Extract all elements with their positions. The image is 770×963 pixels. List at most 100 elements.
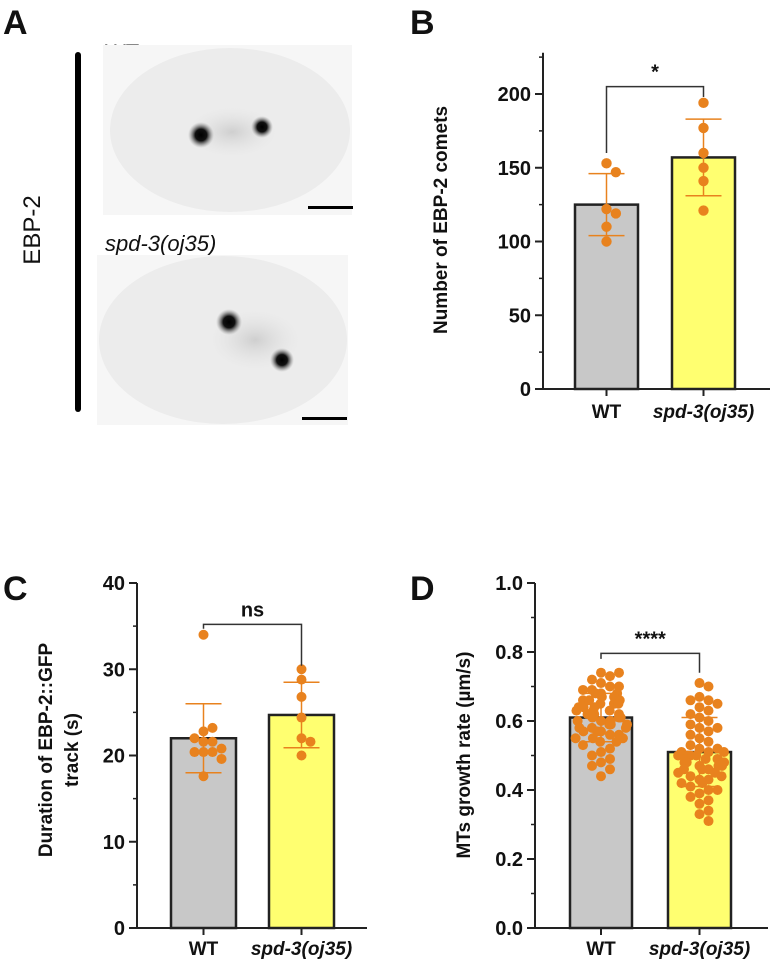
data-point xyxy=(306,737,316,747)
panel-letter-d: D xyxy=(410,570,435,608)
data-point xyxy=(717,771,727,781)
panel-letter-a: A xyxy=(3,4,28,42)
y-tick-label: 50 xyxy=(509,305,531,327)
data-point xyxy=(217,754,227,764)
centrosome-spot xyxy=(188,122,214,148)
significance-label: * xyxy=(651,62,659,84)
data-point xyxy=(297,751,307,761)
y-tick-label: 0 xyxy=(114,918,125,940)
y-tick-label: 10 xyxy=(103,832,125,854)
data-point xyxy=(596,668,606,678)
data-point xyxy=(199,630,209,640)
data-point xyxy=(695,692,705,702)
data-point xyxy=(695,702,705,712)
data-point xyxy=(673,768,683,778)
data-point xyxy=(587,751,597,761)
data-point xyxy=(614,668,624,678)
data-point xyxy=(704,737,714,747)
y-tick-label: 0.6 xyxy=(495,711,523,733)
scale-bar xyxy=(308,206,353,209)
centrosome-spot xyxy=(251,116,273,138)
data-point xyxy=(695,809,705,819)
panel-a-micrographs: EBP-2 WT spd-3(oj35) xyxy=(19,40,353,425)
data-point xyxy=(686,771,696,781)
y-tick-label: 0 xyxy=(520,379,531,401)
data-point xyxy=(596,757,606,767)
data-point xyxy=(695,678,705,688)
chart-comet-count: Number of EBP-2 comets 0 50 100 150 200 WT spd-… xyxy=(431,53,770,423)
data-point xyxy=(613,699,623,709)
data-point xyxy=(686,719,696,729)
data-point xyxy=(190,733,200,743)
data-point xyxy=(686,792,696,802)
data-point xyxy=(704,706,714,716)
data-point xyxy=(571,706,581,716)
data-point xyxy=(686,695,696,705)
data-point xyxy=(695,788,705,798)
y-tick-label: 0.0 xyxy=(495,918,523,940)
data-point xyxy=(605,706,615,716)
data-point xyxy=(587,675,597,685)
y-tick-label: 30 xyxy=(103,659,125,681)
data-point xyxy=(596,678,606,688)
significance-label: ns xyxy=(241,599,264,621)
chart-track-duration: Duration of EBP-2::GFP track (s)0 10 20 30 40… xyxy=(36,573,367,960)
x-tick-label: spd-3(oj35) xyxy=(653,402,754,423)
y-tick-label: 150 xyxy=(498,158,531,180)
centrosome-spot xyxy=(270,348,294,372)
data-point xyxy=(698,98,708,108)
y-tick-label: 100 xyxy=(498,232,531,254)
data-point xyxy=(686,740,696,750)
data-point xyxy=(704,806,714,816)
y-tick-label: 0.4 xyxy=(495,780,524,802)
y-axis-title: Duration of EBP-2::GFP xyxy=(36,643,57,858)
data-point xyxy=(695,799,705,809)
data-point xyxy=(605,754,615,764)
x-tick-label: WT xyxy=(189,939,219,960)
data-point xyxy=(596,771,606,781)
centrosome-spot xyxy=(216,309,242,335)
data-point xyxy=(208,747,218,757)
x-tick-label: WT xyxy=(586,939,616,960)
y-tick-label: 20 xyxy=(103,746,125,768)
data-point xyxy=(587,761,597,771)
x-tick-label: spd-3(oj35) xyxy=(251,939,352,960)
data-point xyxy=(601,158,611,168)
scale-bar xyxy=(302,417,347,420)
data-point xyxy=(704,726,714,736)
micrograph-spd3 xyxy=(97,255,348,425)
data-point xyxy=(587,713,597,723)
data-point xyxy=(713,699,723,709)
x-tick-label: spd-3(oj35) xyxy=(649,939,750,960)
data-point xyxy=(697,764,707,774)
data-point xyxy=(704,795,714,805)
y-tick-label: 40 xyxy=(103,573,125,595)
y-tick-label: 0.8 xyxy=(495,642,523,664)
data-point xyxy=(190,747,200,757)
y-axis-title: track (s) xyxy=(62,713,83,787)
x-tick-label: WT xyxy=(592,402,622,423)
data-point xyxy=(704,695,714,705)
data-point xyxy=(611,167,621,177)
row-bracket-bar xyxy=(75,52,81,412)
data-point xyxy=(686,730,696,740)
data-point xyxy=(605,764,615,774)
y-tick-label: 0.2 xyxy=(495,849,523,871)
data-point xyxy=(596,747,606,757)
y-tick-label: 200 xyxy=(498,84,531,106)
figure: A B C D EBP-2 WT spd-3(oj35) Number of E… xyxy=(0,0,770,963)
data-point xyxy=(571,733,581,743)
micrograph-wt xyxy=(103,45,353,215)
data-point xyxy=(611,208,621,218)
significance-label: **** xyxy=(635,628,666,650)
image-label-spd3: spd-3(oj35) xyxy=(105,231,216,256)
data-point xyxy=(601,236,611,246)
data-point xyxy=(704,816,714,826)
panel-letter-c: C xyxy=(3,570,28,608)
data-point xyxy=(704,682,714,692)
y-axis-title: Number of EBP-2 comets xyxy=(431,106,452,334)
panel-letter-b: B xyxy=(410,4,435,42)
data-point xyxy=(713,723,723,733)
data-point xyxy=(606,719,616,729)
data-point xyxy=(605,744,615,754)
